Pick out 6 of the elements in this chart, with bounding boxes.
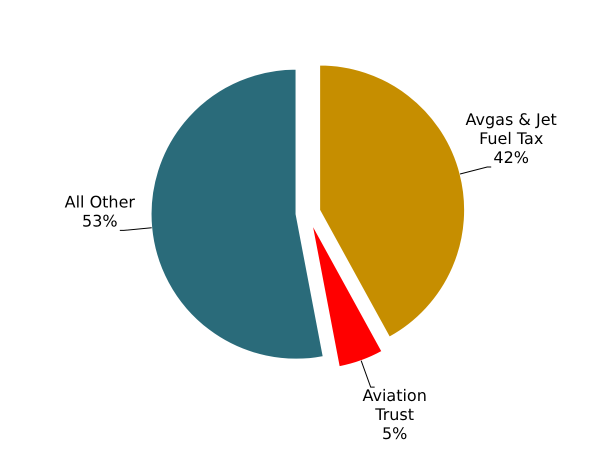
data-label: 42% [493, 148, 529, 167]
slice-label: All Other [64, 192, 136, 212]
data-label: 5% [382, 424, 408, 444]
slice-label: Aviation Trust [362, 386, 427, 424]
slice-label: Avgas & Jet Fuel Tax [466, 110, 557, 148]
data-label: 53% [82, 211, 118, 230]
